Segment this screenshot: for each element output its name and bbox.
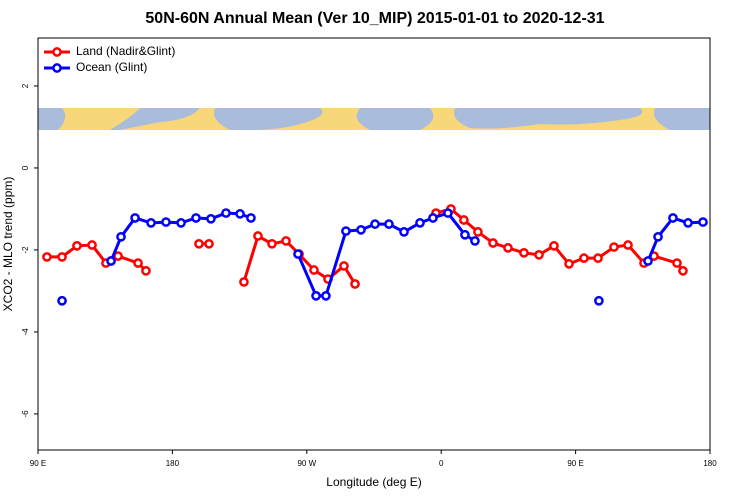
x-axis-title: Longitude (deg E) xyxy=(326,475,421,489)
legend-label: Ocean (Glint) xyxy=(76,60,147,74)
point xyxy=(623,240,633,250)
point xyxy=(443,208,453,218)
point xyxy=(191,213,201,223)
y-tick-label: 2 xyxy=(21,83,30,88)
point xyxy=(130,213,140,223)
point xyxy=(42,252,52,262)
point xyxy=(594,295,604,306)
point xyxy=(293,249,303,259)
point xyxy=(415,218,425,228)
point xyxy=(239,277,249,287)
x-tick-label: 90 W xyxy=(297,459,316,468)
point xyxy=(473,227,483,237)
legend-marker xyxy=(52,47,62,57)
x-tick-label: 90 E xyxy=(30,459,46,468)
point xyxy=(643,256,653,266)
point xyxy=(146,218,156,228)
point xyxy=(339,261,349,271)
point xyxy=(609,242,619,252)
map-strip xyxy=(38,108,710,130)
point xyxy=(341,226,351,236)
point xyxy=(459,215,469,225)
point xyxy=(593,253,603,263)
point xyxy=(311,291,321,301)
point xyxy=(116,231,126,242)
point xyxy=(428,213,438,223)
point xyxy=(176,218,186,228)
point xyxy=(281,236,291,246)
point xyxy=(460,229,470,240)
point xyxy=(672,258,682,268)
point xyxy=(488,238,498,248)
point xyxy=(57,295,67,306)
point xyxy=(246,213,256,223)
y-tick-label: -6 xyxy=(21,410,30,418)
point xyxy=(72,240,82,251)
point xyxy=(698,217,708,227)
x-tick-label: 180 xyxy=(166,459,180,468)
point xyxy=(321,291,331,301)
point xyxy=(309,265,319,275)
point xyxy=(253,231,263,241)
point xyxy=(668,213,678,223)
point xyxy=(370,219,380,229)
y-tick-label: -2 xyxy=(21,246,30,254)
line xyxy=(109,211,704,298)
point xyxy=(683,218,693,228)
point xyxy=(194,238,204,249)
point xyxy=(579,253,589,263)
x-tick-label: 0 xyxy=(439,459,444,468)
point xyxy=(161,217,171,227)
y-tick-label: 0 xyxy=(21,165,30,170)
point xyxy=(57,252,67,262)
point xyxy=(235,209,245,219)
x-tick-label: 180 xyxy=(703,459,717,468)
line xyxy=(46,207,685,285)
legend-label: Land (Nadir&Glint) xyxy=(76,44,175,58)
point xyxy=(653,231,663,242)
point xyxy=(503,243,513,253)
point xyxy=(534,250,544,260)
point xyxy=(549,240,559,251)
y-axis-title: XCO2 - MLO trend (ppm) xyxy=(1,177,15,312)
point xyxy=(678,266,688,276)
point xyxy=(350,279,360,289)
point xyxy=(204,238,214,249)
point xyxy=(206,213,216,224)
x-tick-label: 90 E xyxy=(567,459,583,468)
point xyxy=(267,238,277,249)
point xyxy=(356,225,366,235)
point xyxy=(133,258,143,268)
point xyxy=(221,208,231,218)
point xyxy=(141,266,151,276)
point xyxy=(470,236,480,246)
point xyxy=(519,247,529,258)
point xyxy=(87,240,97,250)
point xyxy=(106,256,116,266)
point xyxy=(384,219,394,229)
point xyxy=(399,227,409,237)
y-tick-label: -4 xyxy=(21,328,30,336)
plot-frame xyxy=(37,37,711,451)
chart-title: 50N-60N Annual Mean (Ver 10_MIP) 2015-01… xyxy=(145,10,604,27)
point xyxy=(564,259,574,269)
legend-marker xyxy=(52,63,62,73)
